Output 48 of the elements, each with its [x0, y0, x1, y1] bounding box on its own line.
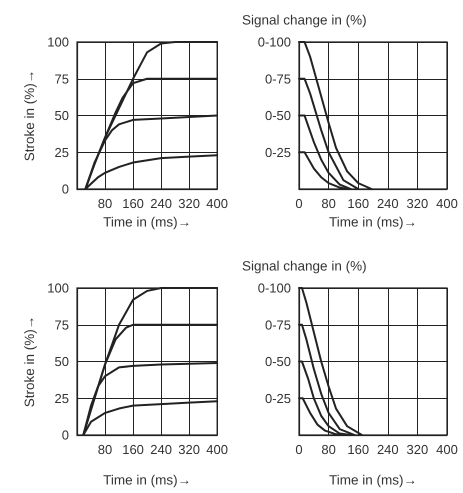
x-tick-label: 400 [206, 442, 228, 457]
y-tick-label: 100 [47, 280, 69, 296]
x-axis-title: Time in (ms)→ [103, 472, 192, 488]
text: 0-75 [264, 71, 291, 86]
y-axis-title: Signal change in (%) [242, 258, 367, 274]
x-tick-label: 160 [347, 442, 370, 457]
x-tick-label: 160 [347, 196, 370, 211]
x-tick-label: 240 [150, 442, 172, 457]
text: 0-75 [264, 317, 291, 332]
y-tick-label: 100 [47, 34, 69, 50]
y-tick-label: 25 [54, 390, 69, 406]
x-tick-label: 160 [122, 196, 144, 211]
text: 0-25 [264, 144, 291, 160]
x-tick-label: 400 [206, 196, 228, 211]
x-tick-label: 320 [178, 442, 200, 457]
x-tick-label: 240 [150, 196, 172, 211]
y-axis-title: Stroke in (%)→ [22, 316, 37, 408]
y-tick-label: 0 [62, 428, 69, 442]
text: 0-50 [264, 108, 291, 123]
x-axis-title: Time in (ms)→ [103, 214, 192, 230]
x-tick-label: 240 [376, 196, 399, 211]
x-tick-label: 400 [436, 196, 458, 211]
y-tick-label: 0 [62, 182, 69, 196]
text: 0-100 [258, 34, 291, 50]
y-tick-label: 75 [54, 317, 69, 332]
y-tick-label: 25 [54, 144, 69, 160]
x-axis-title: Time in (ms)→ [329, 472, 417, 488]
x-tick-label: 80 [321, 196, 336, 211]
y-tick-label: 50 [54, 108, 69, 123]
x-tick-label: 80 [321, 442, 336, 457]
x-tick-label: 80 [98, 196, 112, 211]
text: 0-50 [264, 354, 291, 369]
x-tick-label: 160 [122, 442, 144, 457]
y-tick-label: 75 [54, 71, 69, 86]
x-tick-label: 0 [295, 196, 303, 211]
x-tick-label: 320 [406, 442, 428, 457]
x-axis-title: Time in (ms)→ [329, 214, 417, 230]
x-tick-label: 0 [295, 442, 303, 457]
x-tick-label: 320 [406, 196, 428, 211]
y-axis-title: Stroke in (%)→ [22, 70, 37, 162]
y-axis-title: Signal change in (%) [242, 12, 367, 28]
x-tick-label: 320 [178, 196, 200, 211]
y-tick-label: 50 [54, 354, 69, 369]
text: 0-25 [264, 390, 291, 406]
x-tick-label: 80 [98, 442, 112, 457]
text: 0-100 [258, 280, 291, 296]
x-tick-label: 400 [436, 442, 458, 457]
x-tick-label: 240 [376, 442, 399, 457]
